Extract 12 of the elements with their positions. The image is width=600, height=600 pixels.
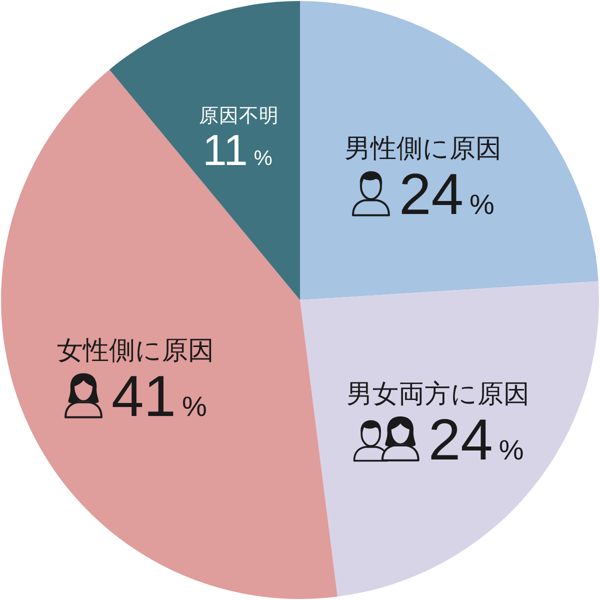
- pie-slice: [109, 1, 300, 300]
- slice-label: 原因不明: [199, 105, 280, 128]
- pie-slice: [300, 281, 598, 597]
- pie-slice: [1, 70, 338, 599]
- pie-slice: [300, 1, 598, 300]
- data-label: 24%: [398, 162, 494, 228]
- data-label: 24%: [428, 407, 524, 472]
- data-label: 41%: [112, 364, 207, 430]
- slice-label: 男女両方に原因: [346, 378, 530, 408]
- slice-label: 男性側に原因: [344, 133, 502, 164]
- slice-label: 女性側に原因: [56, 335, 214, 366]
- data-label: 11%: [202, 126, 272, 175]
